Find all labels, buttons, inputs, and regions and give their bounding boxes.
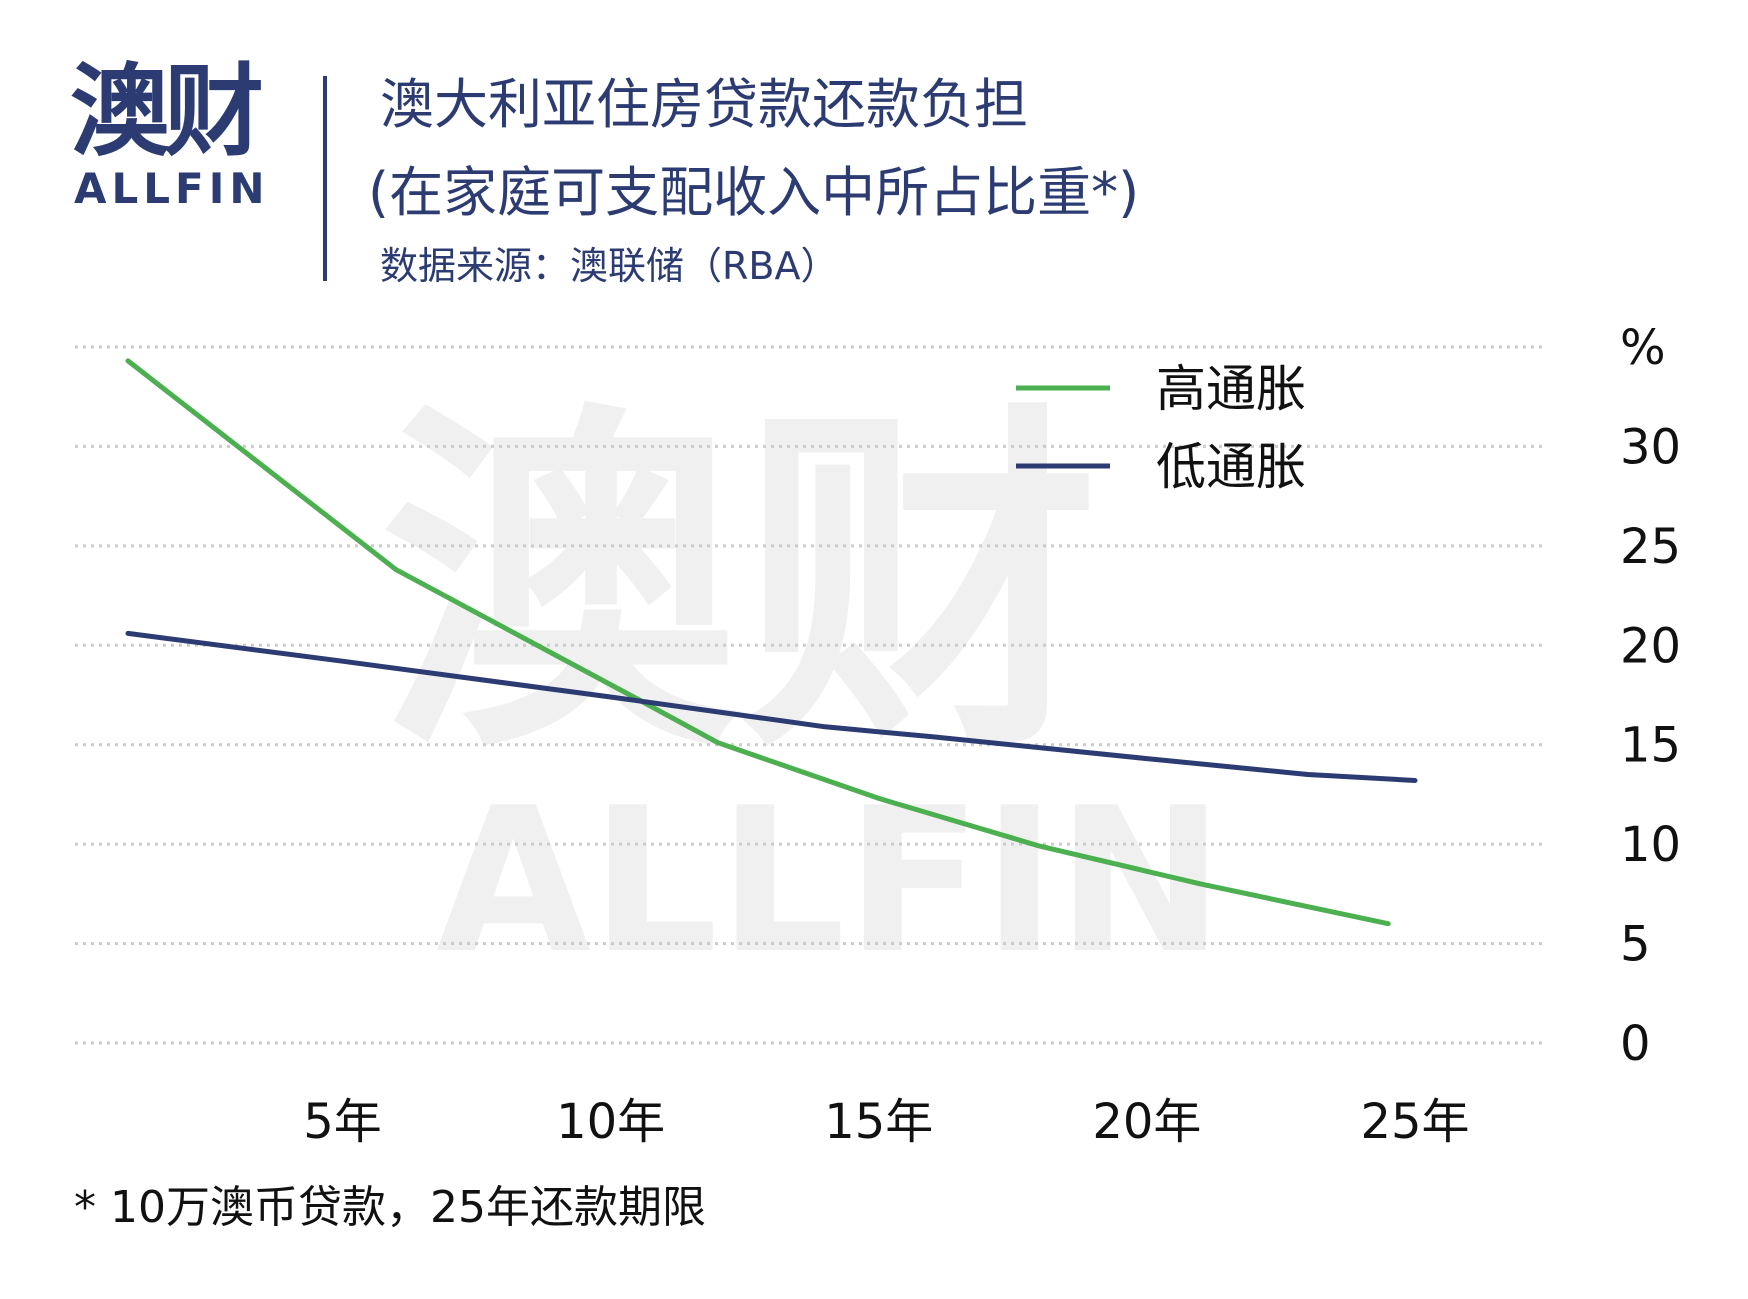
data-source: 数据来源：澳联储（RBA） bbox=[380, 244, 839, 288]
x-tick-label: 5年 bbox=[303, 1094, 382, 1150]
y-tick-label: 10 bbox=[1620, 817, 1681, 873]
x-tick-label: 15年 bbox=[824, 1094, 933, 1150]
x-tick-label: 25年 bbox=[1360, 1094, 1469, 1150]
legend-label: 低通胀 bbox=[1156, 438, 1306, 496]
x-axis: 5年 10年 15年 20年 25年 bbox=[303, 1094, 1469, 1150]
chart-title: 澳大利亚住房贷款还款负担 bbox=[380, 73, 1028, 136]
x-tick-label: 20年 bbox=[1092, 1094, 1201, 1150]
series-line-low bbox=[125, 630, 1418, 783]
chart-subtitle: (在家庭可支配收入中所占比重*) bbox=[368, 161, 1140, 224]
logo-chinese: 澳财 bbox=[70, 53, 264, 170]
series-lines bbox=[125, 358, 1418, 927]
logo: 澳财 ALLFIN bbox=[70, 62, 270, 212]
legend-label: 高通胀 bbox=[1156, 360, 1306, 418]
header-divider bbox=[323, 76, 327, 281]
footnote: * 10万澳币贷款，25年还款期限 bbox=[74, 1182, 706, 1233]
x-tick-label: 10年 bbox=[556, 1094, 665, 1150]
logo-english: ALLFIN bbox=[74, 164, 270, 213]
y-tick-label: 0 bbox=[1620, 1016, 1651, 1072]
y-axis-unit-label: % bbox=[1620, 320, 1666, 376]
gridlines bbox=[75, 345, 1545, 1045]
y-tick-label: 20 bbox=[1620, 618, 1681, 674]
watermark-english: ALLFIN bbox=[436, 765, 1224, 998]
watermark-chinese: 澳财 bbox=[380, 376, 1100, 795]
y-tick-label: 5 bbox=[1620, 917, 1651, 973]
series-line-high bbox=[125, 358, 1391, 927]
y-axis: 0 5 10 15 20 25 30% bbox=[1620, 320, 1681, 1072]
y-tick-label: 30 bbox=[1620, 419, 1681, 475]
watermark: 澳财 ALLFIN bbox=[380, 376, 1224, 998]
y-tick-label: 25 bbox=[1620, 519, 1681, 575]
y-tick-label: 15 bbox=[1620, 718, 1681, 774]
